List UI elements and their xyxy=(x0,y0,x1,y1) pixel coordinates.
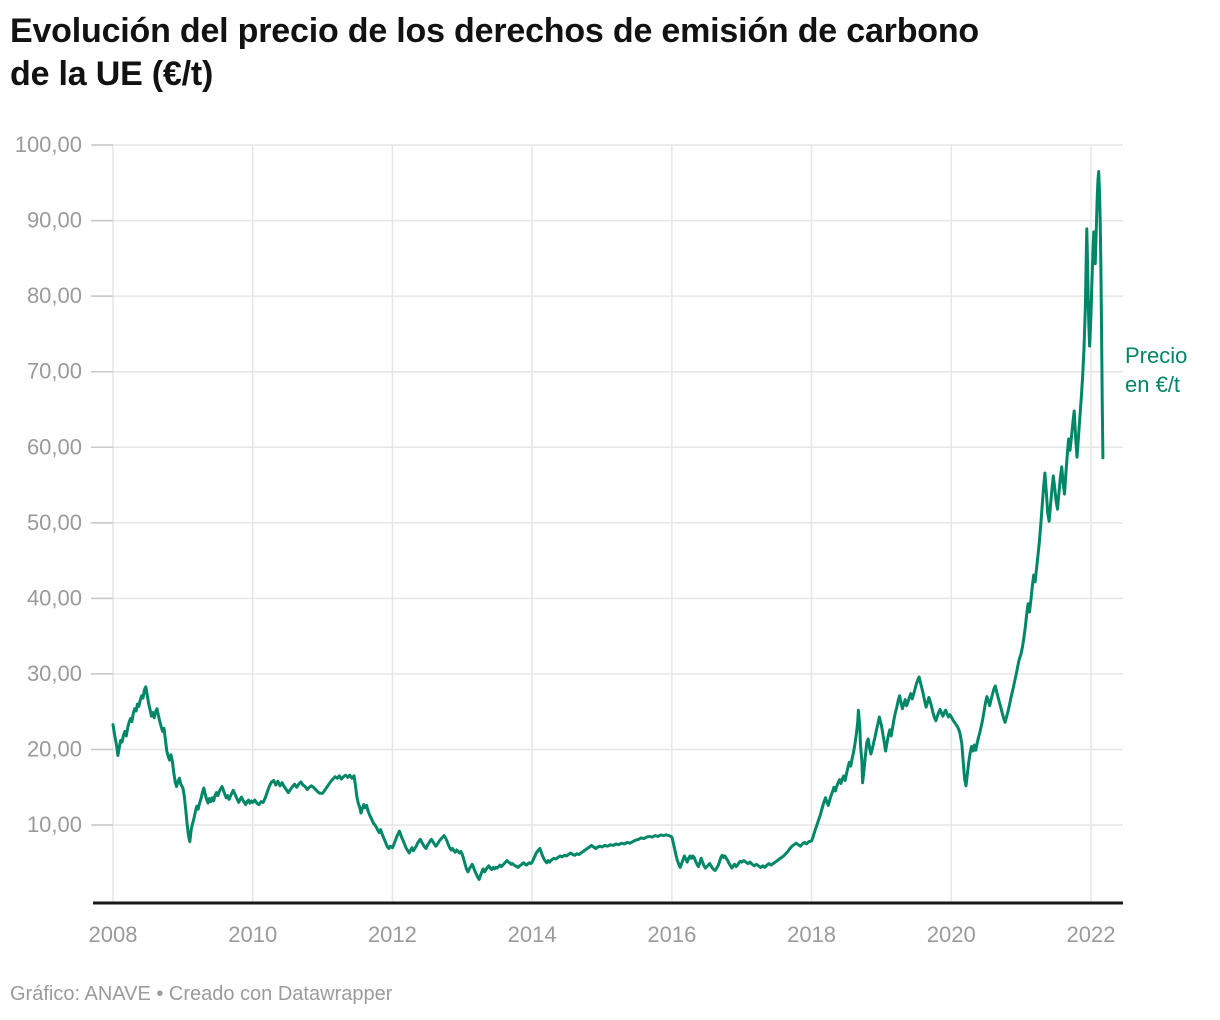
y-axis-tick-label: 10,00 xyxy=(27,812,82,837)
x-axis-tick-label: 2012 xyxy=(368,922,417,947)
chart-title-line-1: Evolución del precio de los derechos de … xyxy=(10,12,979,50)
y-axis-tick-label: 70,00 xyxy=(27,359,82,384)
series-group: Precio en €/t xyxy=(111,170,1187,881)
y-axis-tick-label: 20,00 xyxy=(27,736,82,761)
y-axis-tick-label: 40,00 xyxy=(27,585,82,610)
y-axis-tick-label: 50,00 xyxy=(27,510,82,535)
chart-credit: Gráfico: ANAVE • Creado con Datawrapper xyxy=(10,983,393,1005)
y-axis-tick-label: 60,00 xyxy=(27,434,82,459)
x-axis-tick-label: 2020 xyxy=(927,922,976,947)
y-axis-tick-label: 30,00 xyxy=(27,661,82,686)
chart-title: Evolución del precio de los derechos de … xyxy=(10,10,1210,96)
x-axis-tick-label: 2018 xyxy=(787,922,836,947)
gridlines xyxy=(91,144,1123,903)
y-axis-tick-label: 90,00 xyxy=(27,208,82,233)
y-axis-tick-label: 100,00 xyxy=(15,132,82,157)
axis-labels: 10,00 20,00 30,00 40,00 50,00 60,00 70,00 80,00… xyxy=(15,132,1123,947)
series-label: Precio en €/t xyxy=(1125,343,1187,397)
x-axis-tick-label: 2022 xyxy=(1067,922,1116,947)
y-axis-tick-label: 80,00 xyxy=(27,283,82,308)
x-axis-tick-label: 2016 xyxy=(647,922,696,947)
x-axis-tick-label: 2008 xyxy=(89,922,138,947)
chart-title-line-2: de la UE (€/t) xyxy=(10,55,214,94)
price-line xyxy=(111,170,1105,881)
x-axis-tick-label: 2014 xyxy=(508,922,557,947)
x-axis-tick-label: 2010 xyxy=(228,922,277,947)
